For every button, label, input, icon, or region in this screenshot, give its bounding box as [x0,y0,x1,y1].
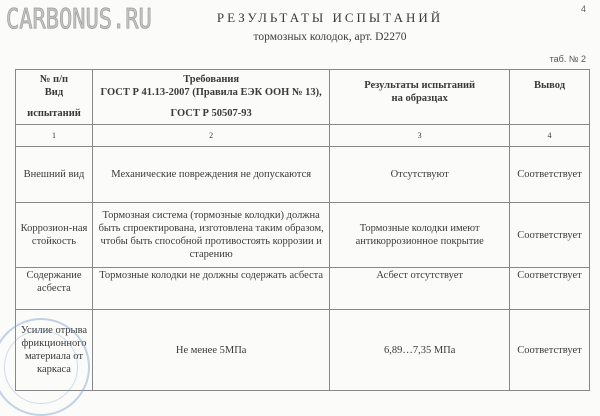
requirement-cell: Тормозная система (тормозные колодки) до… [91,202,331,268]
header-line: № п/п [39,74,69,85]
test-type-cell: Усилие отрыва фрикционного материала от … [15,309,93,391]
table-row: Содержание асбеста Тормозные колодки не … [15,267,590,310]
header-line: ГОСТ Р 50507-93 [170,108,252,119]
result-cell: Отсутствуют [329,146,510,203]
header-conclusion: Вывод [509,69,590,125]
conclusion-cell: Соответствует [509,202,590,268]
header-line: Результаты испытаний [364,80,476,91]
test-type-cell: Коррозион-ная стойкость [15,202,93,268]
table-row: Усилие отрыва фрикционного материала от … [15,309,590,391]
result-cell: 6,89…7,35 МПа [329,309,510,391]
watermark-logo: CARBONUS.RU [6,4,152,36]
header-line: Вид [44,87,64,98]
header-line: испытаний [27,108,81,119]
page-number: 4 [580,4,586,14]
requirement-cell: Механические повреждения не допускаются [91,146,331,203]
column-number-row: 1 2 3 4 [15,124,590,147]
table-row: Коррозион-ная стойкость Тормозная систем… [15,202,590,268]
test-type-cell: Содержание асбеста [15,267,93,310]
header-line: Вывод [533,80,566,91]
table-number: таб. № 2 [549,54,586,64]
table-row: Внешний вид Механические повреждения не … [15,146,590,203]
test-type-cell: Внешний вид [15,146,93,203]
conclusion-cell: Соответствует [509,146,590,203]
header-results: Результаты испытаний на образцах [329,69,510,125]
header-line: на образцах [391,93,448,104]
result-cell: Тормозные колодки имеют антикоррозионное… [329,202,510,268]
requirement-cell: Тормозные колодки не должны содержать ас… [91,267,331,310]
header-requirements: Требования ГОСТ Р 41.13-2007 (Правила ЕЭ… [91,69,331,125]
column-number: 4 [509,124,590,147]
table-header-row: № п/п Вид испытаний Требования ГОСТ Р 41… [15,69,590,125]
column-number: 2 [91,124,331,147]
header-line: ГОСТ Р 41.13-2007 (Правила ЕЭК ООН № 13)… [100,87,322,98]
requirement-cell: Не менее 5МПа [91,309,331,391]
result-cell: Асбест отсутствует [329,267,510,310]
document-subtitle: тормозных колодок, арт. D2270 [253,31,407,43]
column-number: 3 [329,124,510,147]
column-number: 1 [15,124,93,147]
conclusion-cell: Соответствует [509,267,590,310]
document-title: РЕЗУЛЬТАТЫ ИСПЫТАНИЙ [216,10,444,25]
conclusion-cell: Соответствует [509,309,590,391]
results-table: № п/п Вид испытаний Требования ГОСТ Р 41… [15,69,590,391]
header-line: Требования [183,74,240,85]
header-test-type: № п/п Вид испытаний [15,69,93,125]
